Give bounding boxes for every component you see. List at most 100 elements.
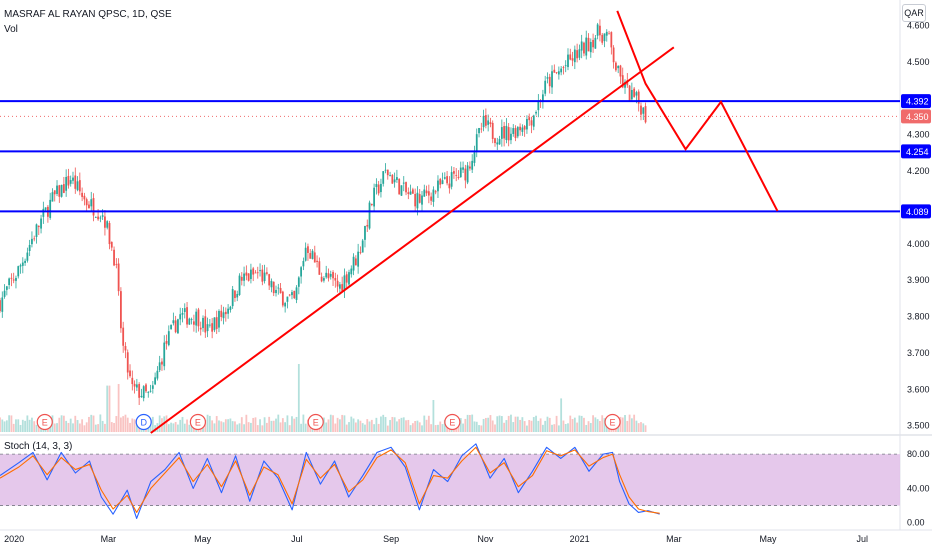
- volume-bar: [147, 425, 150, 432]
- candle-body: [234, 290, 236, 299]
- volume-bar: [484, 417, 487, 432]
- candle-body: [154, 377, 157, 385]
- candle-body: [291, 292, 293, 296]
- candle-body: [67, 175, 70, 186]
- earnings-marker: E: [36, 413, 53, 431]
- candle-body: [642, 107, 645, 114]
- candle-body: [140, 395, 143, 398]
- volume-bar: [204, 420, 207, 432]
- candle-body: [411, 189, 414, 194]
- volume-bar: [592, 415, 594, 432]
- candle-body: [450, 172, 453, 187]
- volume-bar: [624, 415, 626, 432]
- volume-bar: [154, 425, 157, 432]
- candle-body: [443, 177, 446, 179]
- candle-body: [338, 284, 341, 289]
- volume-bar: [320, 423, 323, 432]
- volume-bar: [416, 420, 419, 432]
- volume-bar: [366, 419, 369, 432]
- candle-body: [555, 72, 558, 74]
- candle-body: [432, 189, 435, 202]
- earnings-marker-label: E: [42, 418, 48, 428]
- volume-bar: [510, 414, 512, 432]
- candle-body: [434, 191, 437, 193]
- volume-bar: [409, 425, 412, 432]
- volume-bar: [462, 423, 464, 432]
- volume-bar: [441, 424, 444, 432]
- candle-body: [325, 272, 328, 278]
- candle-body: [97, 216, 99, 220]
- candle-body: [469, 166, 471, 169]
- volume-bar: [418, 422, 421, 432]
- candle-body: [181, 312, 184, 315]
- volume-bar: [377, 423, 380, 432]
- candle-body: [516, 127, 519, 137]
- candle-body: [605, 31, 608, 36]
- volume-bar: [571, 419, 574, 432]
- candle-body: [628, 85, 631, 101]
- candle-body: [12, 279, 15, 281]
- candle-body: [5, 286, 8, 290]
- candle-body: [163, 342, 166, 367]
- candle-body: [297, 277, 300, 287]
- candle-body: [503, 126, 506, 139]
- price-tick-label: 4.500: [907, 57, 930, 67]
- candle-body: [208, 324, 211, 326]
- volume-bar: [585, 424, 588, 432]
- candle-body: [585, 37, 588, 56]
- volume-bar: [434, 425, 437, 432]
- candle-body: [240, 276, 243, 281]
- candle-body: [327, 273, 330, 279]
- candle-body: [126, 352, 129, 373]
- earnings-marker-circle: [36, 413, 53, 431]
- volume-bar: [489, 415, 492, 432]
- volume-bar: [343, 415, 346, 432]
- volume-bar: [275, 418, 277, 432]
- volume-bar: [12, 423, 15, 432]
- candle-body: [227, 308, 230, 314]
- volume-bar: [640, 422, 642, 432]
- candle-body: [414, 193, 417, 207]
- candle-body: [60, 184, 63, 197]
- candle-body: [275, 289, 277, 294]
- candle-body: [206, 324, 209, 332]
- candle-body: [284, 302, 287, 307]
- price-tick-label: 4.300: [907, 130, 930, 140]
- candle-body: [28, 244, 31, 251]
- volume-bar: [521, 417, 524, 432]
- candle-body: [81, 192, 84, 197]
- candle-body: [437, 180, 439, 192]
- volume-bar: [83, 425, 86, 432]
- volume-bar: [277, 414, 280, 432]
- volume-bar: [548, 417, 551, 432]
- volume-bar: [621, 417, 624, 432]
- price-tick-label: 3.700: [907, 348, 930, 358]
- volume-bar: [555, 415, 558, 432]
- volume-bar: [26, 415, 29, 432]
- volume-bars: [0, 364, 647, 432]
- candle-body: [320, 276, 323, 282]
- candle-body: [487, 120, 490, 125]
- candle-body: [78, 180, 81, 192]
- candle-body: [17, 266, 20, 277]
- volume-bar: [494, 424, 496, 432]
- volume-bar: [432, 400, 435, 432]
- candle-body: [106, 221, 109, 228]
- candle-body: [53, 190, 56, 195]
- candle-body: [222, 312, 225, 319]
- currency-badge[interactable]: QAR: [902, 4, 926, 22]
- volume-bar: [106, 385, 109, 432]
- volume-bar: [466, 414, 469, 432]
- volume-bar: [391, 416, 394, 432]
- volume-bar: [124, 414, 127, 432]
- time-tick-label: Mar: [101, 534, 117, 544]
- candle-body: [119, 291, 122, 329]
- candle-body: [430, 196, 433, 201]
- candle-body: [523, 126, 526, 130]
- candle-body: [92, 198, 95, 216]
- volume-bar: [190, 424, 193, 432]
- time-tick-label: May: [760, 534, 778, 544]
- volume-bar: [265, 422, 268, 432]
- volume-bar: [286, 415, 289, 432]
